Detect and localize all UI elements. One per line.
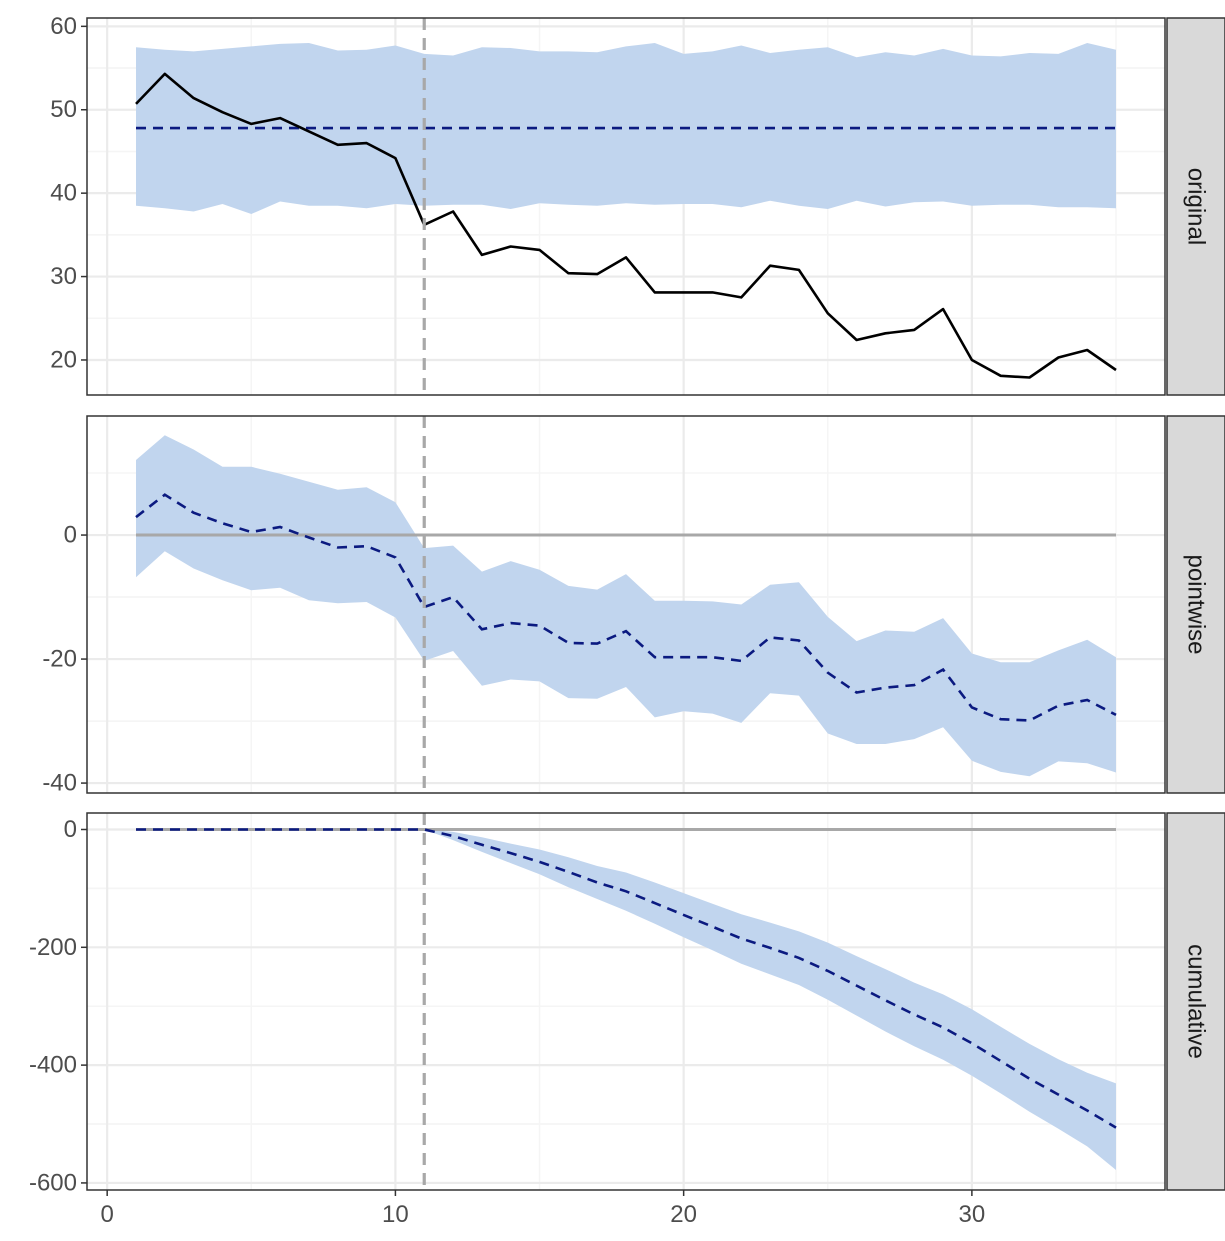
x-tick-label: 0 (100, 1201, 113, 1228)
confidence-band (136, 43, 1116, 214)
panel-original: original 20 30 40 50 60 (50, 13, 1225, 396)
panel-pointwise: pointwise -40 -20 0 (42, 415, 1225, 797)
y-tick-label: -40 (42, 770, 77, 797)
facet-strip (1166, 415, 1225, 794)
plot-region (135, 43, 1117, 379)
y-tick-label: -200 (29, 934, 77, 961)
panel-background (87, 813, 1165, 1190)
panel-border (86, 812, 1166, 1191)
y-tick-label: 20 (50, 346, 77, 373)
facet-strip (1166, 812, 1225, 1191)
predicted-line (135, 493, 1117, 722)
y-tick-label: -400 (29, 1052, 77, 1079)
y-tick-label: 0 (64, 816, 77, 843)
y-tick-label: 60 (50, 13, 77, 40)
confidence-band (136, 435, 1116, 777)
panel-border (86, 415, 1166, 794)
y-tick-label: -600 (29, 1169, 77, 1196)
facet-strip-label: pointwise (1183, 554, 1210, 654)
y-tick-label: -20 (42, 646, 77, 673)
predicted-line (136, 828, 1117, 1129)
observed-line (135, 72, 1117, 379)
plot-region (136, 827, 1117, 1170)
y-tick-label: 30 (50, 263, 77, 290)
facet-strip-label: original (1183, 168, 1210, 245)
x-tick-label: 30 (959, 1201, 986, 1228)
facet-strip (1166, 17, 1225, 396)
facet-strip-label: cumulative (1183, 944, 1210, 1059)
y-tick-label: 50 (50, 96, 77, 123)
plot-region (135, 435, 1117, 777)
x-tick-label: 20 (670, 1201, 697, 1228)
y-tick-label: 0 (64, 522, 77, 549)
panel-border (86, 17, 1166, 396)
panel-cumulative: cumulative -600 -400 -200 0 0 10 20 30 (29, 812, 1225, 1228)
x-tick-label: 10 (382, 1201, 409, 1228)
confidence-band (136, 829, 1116, 1170)
y-tick-label: 40 (50, 180, 77, 207)
